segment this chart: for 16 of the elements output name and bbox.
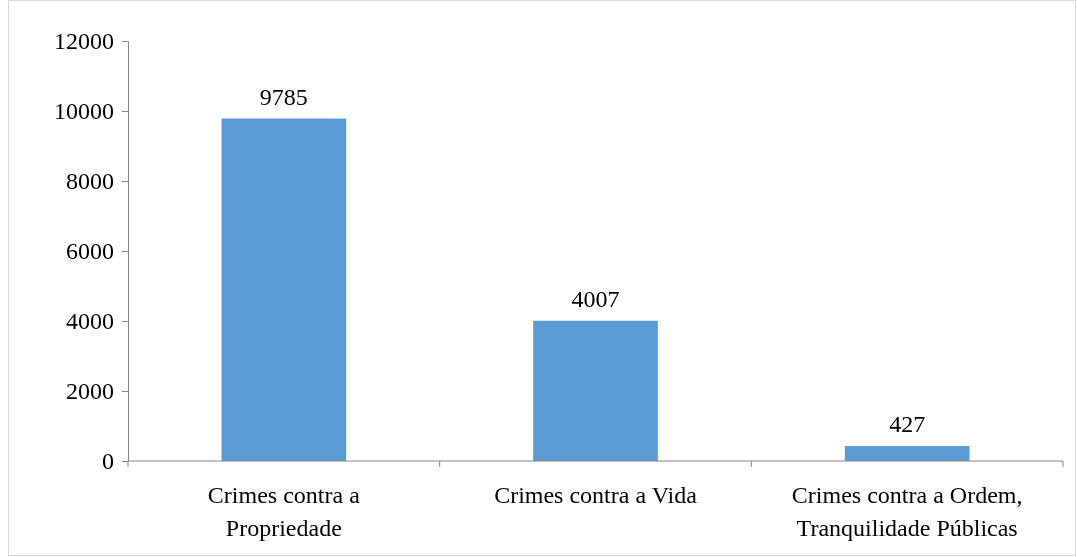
bar — [221, 118, 347, 461]
y-tick-label: 12000 — [54, 28, 114, 55]
y-tick-label: 10000 — [54, 98, 114, 125]
data-label: 9785 — [259, 83, 308, 110]
x-tick-label: Crimes contra a Vida — [494, 482, 698, 508]
data-label: 4007 — [571, 285, 620, 312]
y-tick-label: 6000 — [66, 238, 114, 265]
bar — [533, 320, 658, 461]
x-tick-label: Crimes contra a Propriedade — [207, 482, 361, 541]
y-tick-label: 2000 — [66, 378, 114, 405]
y-tick-label: 4000 — [66, 308, 114, 335]
y-tick-label: 0 — [102, 448, 114, 475]
data-label: 427 — [889, 411, 926, 438]
x-tick-label: Crimes contra a Ordem, Tranquilidade Públicas — [791, 482, 1023, 541]
y-tick-label: 8000 — [66, 168, 114, 195]
bar — [844, 446, 970, 461]
